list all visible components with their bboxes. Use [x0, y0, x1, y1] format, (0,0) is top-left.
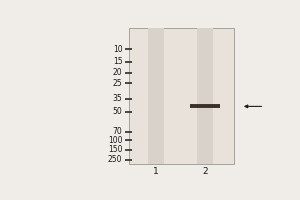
Text: 10: 10 [113, 45, 122, 54]
Text: 50: 50 [112, 107, 122, 116]
Text: 100: 100 [108, 136, 122, 145]
Text: 70: 70 [112, 127, 122, 136]
Text: 2: 2 [202, 167, 208, 176]
Text: 150: 150 [108, 145, 122, 154]
Text: 250: 250 [108, 155, 122, 164]
Text: 35: 35 [112, 94, 122, 103]
Text: 15: 15 [113, 57, 122, 66]
Text: 1: 1 [153, 167, 159, 176]
Bar [148, 28, 164, 164]
Text: 25: 25 [113, 79, 122, 88]
Bar [197, 28, 213, 164]
Text: 20: 20 [113, 68, 122, 77]
Bar [129, 28, 234, 164]
